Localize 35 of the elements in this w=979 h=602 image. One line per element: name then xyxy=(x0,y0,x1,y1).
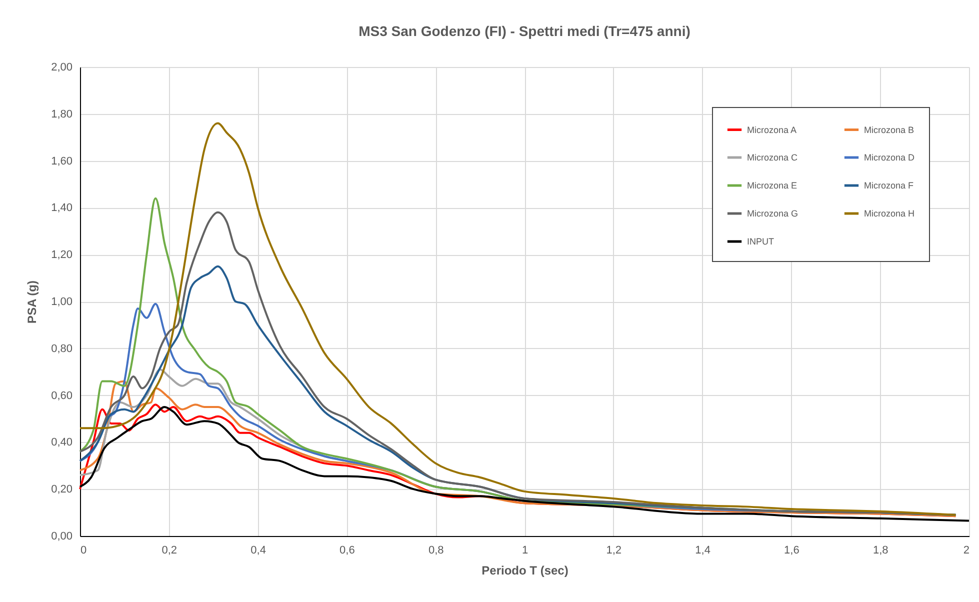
legend-label: Microzona D xyxy=(864,152,916,162)
legend-label: INPUT xyxy=(747,236,774,246)
y-tick-label: 0,40 xyxy=(51,436,72,449)
y-tick-label: 0,00 xyxy=(51,530,72,542)
legend-label: Microzona E xyxy=(747,180,798,190)
x-tick-label: 2 xyxy=(963,544,970,556)
legend-label: Microzona H xyxy=(864,208,915,218)
x-tick-label: 0,8 xyxy=(428,544,444,556)
x-tick-label: 1 xyxy=(522,544,528,556)
x-tick-label: 0 xyxy=(80,544,87,556)
y-tick-label: 1,60 xyxy=(51,155,72,168)
y-tick-label: 0,20 xyxy=(51,484,72,496)
x-tick-label: 1,8 xyxy=(872,544,888,556)
x-tick-label: 0,6 xyxy=(340,544,355,556)
y-tick-label: 1,80 xyxy=(51,108,72,120)
y-tick-label: 1,00 xyxy=(51,296,72,308)
y-tick-label: 2,00 xyxy=(51,62,72,74)
y-tick-label: 0,80 xyxy=(51,342,72,355)
x-tick-label: 0,4 xyxy=(250,544,266,556)
line-series xyxy=(79,122,957,516)
legend-label: Microzona F xyxy=(864,180,914,190)
chart-title: MS3 San Godenzo (FI) - Spettri medi (Tr=475 anni) xyxy=(358,23,690,39)
x-tick-label: 1,4 xyxy=(695,544,710,556)
legend-label: Microzona C xyxy=(747,152,798,162)
legend-label: Microzona G xyxy=(747,208,798,218)
x-axis-title: Periodo T (sec) xyxy=(482,564,568,578)
legend-label: Microzona A xyxy=(747,124,797,135)
y-axis-title: PSA (g) xyxy=(25,280,40,324)
y-tick-label: 1,20 xyxy=(51,249,72,262)
y-tick-label: 1,40 xyxy=(51,202,72,214)
x-tick-label: 0,2 xyxy=(162,544,178,556)
legend-label: Microzona B xyxy=(864,124,914,135)
y-tick-label: 0,60 xyxy=(51,390,72,402)
x-tick-label: 1,2 xyxy=(606,544,622,556)
x-tick-label: 1,6 xyxy=(784,544,800,556)
